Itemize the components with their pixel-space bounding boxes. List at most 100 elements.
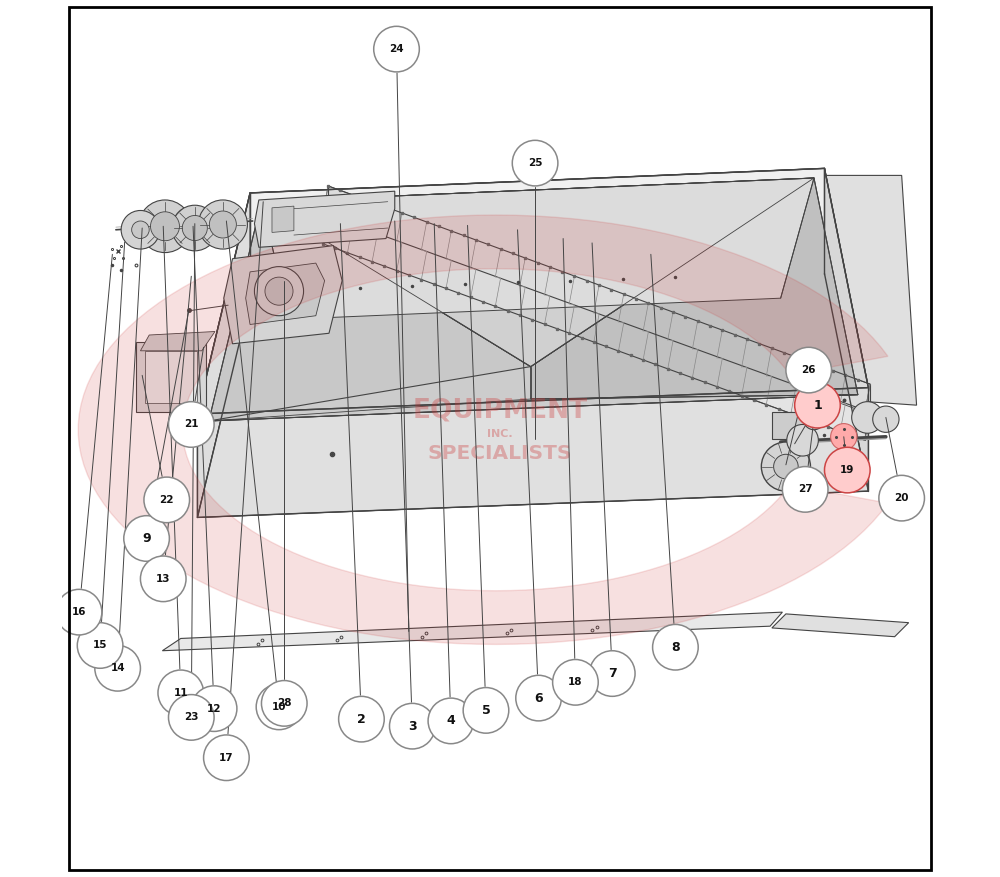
Polygon shape <box>823 175 917 405</box>
Text: 18: 18 <box>568 677 583 688</box>
Circle shape <box>553 660 598 705</box>
Polygon shape <box>209 178 858 421</box>
Circle shape <box>309 198 344 233</box>
Polygon shape <box>772 614 909 637</box>
Polygon shape <box>261 178 814 367</box>
Polygon shape <box>254 191 395 247</box>
Circle shape <box>516 675 561 721</box>
Circle shape <box>204 735 249 781</box>
Circle shape <box>339 696 384 742</box>
Text: 14: 14 <box>110 663 125 674</box>
Circle shape <box>158 670 204 716</box>
Circle shape <box>140 556 186 602</box>
Circle shape <box>261 681 307 726</box>
Circle shape <box>56 589 102 635</box>
Text: 5: 5 <box>482 704 490 717</box>
Circle shape <box>831 424 857 450</box>
Circle shape <box>795 382 840 428</box>
Circle shape <box>95 645 140 691</box>
Polygon shape <box>197 388 868 517</box>
Text: 1: 1 <box>813 399 822 411</box>
Polygon shape <box>197 193 250 517</box>
Polygon shape <box>323 216 870 440</box>
Polygon shape <box>162 612 782 651</box>
Polygon shape <box>250 168 824 298</box>
Text: INC.: INC. <box>487 429 513 439</box>
Circle shape <box>168 402 214 447</box>
Circle shape <box>151 211 179 240</box>
Text: 21: 21 <box>184 419 199 430</box>
Text: SPECIALISTS: SPECIALISTS <box>428 444 572 463</box>
Text: 24: 24 <box>389 44 404 54</box>
Circle shape <box>168 695 214 740</box>
Polygon shape <box>824 168 868 491</box>
Circle shape <box>761 442 810 491</box>
Circle shape <box>121 210 160 249</box>
Circle shape <box>653 624 698 670</box>
Text: 27: 27 <box>798 484 813 495</box>
Circle shape <box>209 211 236 238</box>
Circle shape <box>132 221 149 239</box>
Circle shape <box>77 623 123 668</box>
Text: 20: 20 <box>894 493 909 503</box>
Text: 11: 11 <box>174 688 188 698</box>
Text: 26: 26 <box>801 365 816 375</box>
Circle shape <box>144 477 190 523</box>
Circle shape <box>463 688 509 733</box>
Polygon shape <box>531 178 858 399</box>
Text: 8: 8 <box>671 641 680 653</box>
Circle shape <box>191 686 237 731</box>
Circle shape <box>873 406 899 432</box>
Circle shape <box>852 402 883 433</box>
Text: 16: 16 <box>72 607 86 617</box>
Circle shape <box>879 475 924 521</box>
Circle shape <box>254 267 304 316</box>
Text: 3: 3 <box>408 720 417 732</box>
Text: 23: 23 <box>184 712 199 723</box>
Polygon shape <box>136 342 206 412</box>
Polygon shape <box>323 186 870 412</box>
Circle shape <box>172 205 218 251</box>
Text: 12: 12 <box>207 703 221 714</box>
Circle shape <box>589 651 635 696</box>
Text: 19: 19 <box>840 465 854 475</box>
Circle shape <box>786 347 832 393</box>
Circle shape <box>512 140 558 186</box>
Polygon shape <box>224 246 342 344</box>
Text: 6: 6 <box>534 692 543 704</box>
Circle shape <box>787 424 818 456</box>
Text: EQUIPMENT: EQUIPMENT <box>412 397 588 424</box>
Circle shape <box>265 277 293 305</box>
Polygon shape <box>209 202 531 421</box>
Polygon shape <box>197 168 868 414</box>
Polygon shape <box>261 178 814 367</box>
Polygon shape <box>209 367 858 421</box>
Circle shape <box>774 454 798 479</box>
Circle shape <box>139 200 191 253</box>
Text: 4: 4 <box>447 715 455 727</box>
Polygon shape <box>78 215 888 645</box>
Circle shape <box>428 698 474 744</box>
Circle shape <box>782 467 828 512</box>
Circle shape <box>803 409 824 430</box>
Text: 9: 9 <box>142 532 151 545</box>
Text: 15: 15 <box>93 640 107 651</box>
Polygon shape <box>140 332 215 351</box>
Polygon shape <box>272 206 294 232</box>
Text: 10: 10 <box>272 702 286 712</box>
Circle shape <box>182 216 207 240</box>
Text: 7: 7 <box>608 667 617 680</box>
Circle shape <box>198 200 247 249</box>
Circle shape <box>374 26 419 72</box>
Circle shape <box>824 447 870 493</box>
Text: 17: 17 <box>219 752 234 763</box>
Polygon shape <box>772 412 811 438</box>
Polygon shape <box>145 351 197 403</box>
Circle shape <box>124 516 169 561</box>
Circle shape <box>256 684 302 730</box>
Polygon shape <box>197 274 868 517</box>
Text: 2: 2 <box>357 713 366 725</box>
Polygon shape <box>246 263 325 324</box>
Text: 28: 28 <box>277 698 292 709</box>
Text: 13: 13 <box>156 574 170 584</box>
